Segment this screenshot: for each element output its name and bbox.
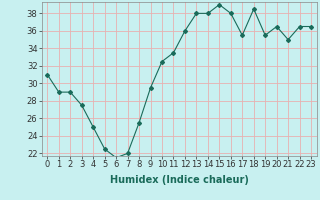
X-axis label: Humidex (Indice chaleur): Humidex (Indice chaleur) [110,175,249,185]
